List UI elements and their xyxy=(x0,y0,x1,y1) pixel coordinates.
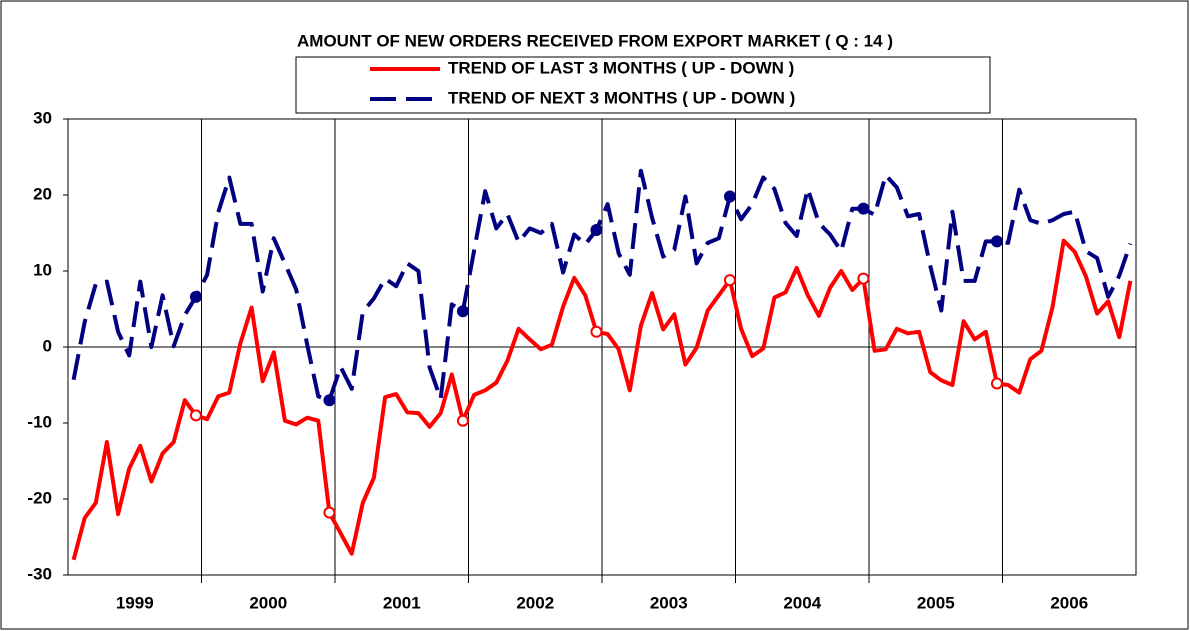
legend xyxy=(295,56,991,114)
legend-label: TREND OF NEXT 3 MONTHS ( UP - DOWN ) xyxy=(448,88,795,107)
series-marker xyxy=(857,202,870,215)
x-tick-label: 1999 xyxy=(116,593,154,612)
series-marker xyxy=(590,223,603,236)
x-tick-label: 2003 xyxy=(650,593,688,612)
series-marker xyxy=(456,414,469,427)
y-tick-label: 20 xyxy=(33,184,52,203)
series-marker xyxy=(990,235,1003,248)
x-tick-label: 2006 xyxy=(1050,593,1088,612)
series-marker xyxy=(189,290,202,303)
x-tick-label: 2000 xyxy=(249,593,287,612)
series-marker xyxy=(323,394,336,407)
series-marker xyxy=(990,377,1003,390)
y-tick-label: -30 xyxy=(27,564,52,583)
x-tick-label: 2001 xyxy=(383,593,421,612)
legend-label: TREND OF LAST 3 MONTHS ( UP - DOWN ) xyxy=(448,58,794,77)
chart-title: AMOUNT OF NEW ORDERS RECEIVED FROM EXPOR… xyxy=(297,31,893,50)
series-marker xyxy=(590,325,603,338)
series-marker xyxy=(723,274,736,287)
y-tick-label: 0 xyxy=(43,336,52,355)
x-tick-label: 2002 xyxy=(516,593,554,612)
series-marker xyxy=(323,506,336,519)
y-tick-label: -10 xyxy=(27,412,52,431)
x-tick-label: 2005 xyxy=(917,593,955,612)
x-tick-label: 2004 xyxy=(783,593,821,612)
series-line xyxy=(71,168,1133,403)
series-marker xyxy=(723,190,736,203)
y-tick-label: 10 xyxy=(33,260,52,279)
y-tick-label: -20 xyxy=(27,488,52,507)
y-tick-label: 30 xyxy=(33,108,52,127)
series-marker xyxy=(857,272,870,285)
series-marker xyxy=(189,409,202,422)
series-marker xyxy=(456,305,469,318)
